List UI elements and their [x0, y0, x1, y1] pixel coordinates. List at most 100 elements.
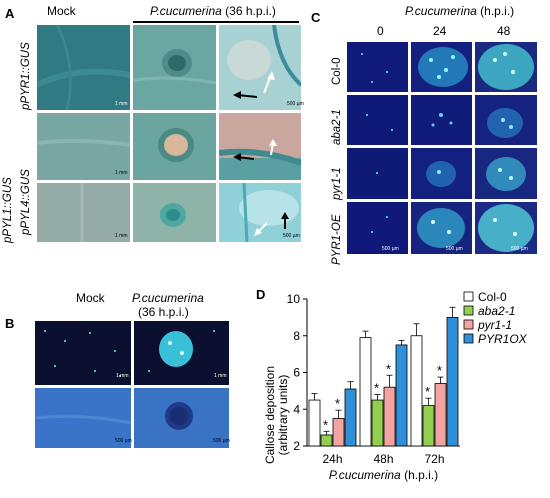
significance-star: *	[335, 396, 340, 411]
pathogen-name: P.cucumerina	[405, 4, 477, 18]
panel-b-pathogen-header: P.cucumerina	[132, 291, 204, 305]
scale-1mm: 1 mm	[116, 373, 129, 379]
bar	[446, 316, 459, 447]
gus-pyr1-mock-image	[37, 25, 130, 110]
row-label-col0: Col-0	[331, 57, 343, 85]
x-axis-label: P.cucumerina (h.p.i.)	[329, 468, 438, 482]
row-label-pyr1: pPYR1::GUS	[20, 42, 32, 110]
callose-pyr1oe-48h-image	[475, 202, 537, 254]
y-tick-label: 4	[293, 402, 300, 416]
title-suffix: (h.p.i.)	[480, 4, 515, 18]
legend-label: Col-0	[478, 290, 507, 304]
gus-pyr1-infected-image	[133, 25, 216, 110]
callose-aba2-0h-image	[347, 95, 408, 145]
significance-star: *	[425, 384, 430, 399]
callose-infected-image	[134, 321, 229, 385]
scale-1mm: 1 mm	[115, 101, 128, 107]
scale-500um: 500 µm	[213, 438, 230, 444]
callose-bar-chart: Callose deposition(arbitrary units) 2 4 6 8…	[263, 290, 528, 482]
scale-500um: 500 µm	[283, 233, 300, 239]
callose-pyr1-0h-image	[347, 148, 408, 199]
gus-pyl4-infected-image	[133, 183, 216, 242]
aniline-mock-image	[35, 388, 131, 448]
scale-1mm: 1 mm	[115, 233, 128, 239]
callose-col0-24h-image	[411, 42, 472, 92]
legend-label: PYR1OX	[478, 332, 528, 346]
pathogen-name: P.cucumerina	[150, 4, 222, 18]
panel-b-mock-header: Mock	[76, 291, 105, 305]
bar	[410, 335, 423, 447]
callose-pyr1-24h-image	[411, 148, 472, 199]
panel-a-label: A	[5, 6, 15, 21]
callose-col0-48h-image	[475, 42, 537, 92]
bar	[320, 434, 333, 447]
gus-pyr1-zoom-image	[219, 25, 301, 110]
y-axis-label: Callose deposition(arbitrary units)	[263, 366, 290, 464]
timepoint-24: 24	[433, 24, 447, 38]
bar	[422, 405, 435, 447]
panel-b-pathogen-time: (36 h.p.i.)	[138, 305, 189, 319]
significance-star: *	[374, 381, 379, 396]
row-label-pyl4: pPYL4::GUS	[20, 169, 32, 235]
bar	[434, 383, 447, 447]
timepoint-48: 48	[497, 24, 511, 38]
x-tick-label: 48h	[373, 452, 393, 466]
significance-star: *	[386, 361, 391, 376]
timepoint-0: 0	[377, 24, 384, 38]
row-label-aba2: aba2-1	[331, 109, 343, 145]
callose-col0-0h-image	[347, 42, 408, 92]
gus-pyl4-mock-image	[37, 183, 130, 242]
scale-500um: 500 µm	[511, 246, 528, 252]
callose-aba2-48h-image	[475, 95, 537, 145]
callose-pyr1-48h-image	[475, 148, 537, 199]
scale-1mm: 1 mm	[115, 170, 128, 176]
bar	[332, 418, 345, 447]
bar	[383, 386, 396, 447]
row-label-pyr1: pyr1-1	[331, 167, 343, 200]
panel-c-title: P.cucumerina (h.p.i.)	[405, 4, 514, 18]
pathogen-time: (36 h.p.i.)	[225, 4, 276, 18]
callose-pyr1oe-0h-image	[347, 202, 408, 254]
significance-star: *	[437, 363, 442, 378]
pathogen-name: P.cucumerina	[132, 291, 204, 305]
callose-aba2-24h-image	[411, 95, 472, 145]
legend-label: aba2-1	[478, 304, 515, 318]
scale-500um: 500 µm	[115, 438, 132, 444]
gus-pyl1-mock-image	[37, 113, 130, 180]
scale-1mm: 1 mm	[214, 373, 227, 379]
gus-pyl4-zoom-image	[219, 183, 301, 242]
aniline-infected-image	[134, 388, 229, 448]
row-label-pyl1: pPYL1::GUS	[2, 177, 14, 243]
legend-swatch	[463, 333, 474, 344]
y-tick-label: 8	[293, 329, 300, 343]
panel-b-label: B	[5, 316, 15, 331]
callose-mock-image	[35, 321, 131, 385]
scale-500um: 500 µm	[287, 101, 304, 107]
bar	[308, 399, 321, 447]
gus-pyl1-infected-image	[133, 113, 216, 180]
row-label-pyr1oe: PYR1-OE	[331, 214, 343, 266]
callose-pyr1oe-24h-image	[411, 202, 472, 254]
panel-d-label: D	[256, 287, 266, 302]
x-tick-label: 72h	[424, 452, 444, 466]
scale-500um: 500 µm	[446, 246, 463, 252]
x-tick-label: 24h	[322, 452, 342, 466]
legend-swatch	[463, 319, 474, 330]
panel-a-pathogen-header: P.cucumerina (36 h.p.i.)	[150, 4, 276, 18]
bar	[371, 399, 384, 447]
scale-500um: 500 µm	[382, 246, 399, 252]
bar	[344, 388, 357, 447]
legend-label: pyr1-1	[477, 318, 512, 332]
panel-a-mock-header: Mock	[47, 4, 76, 18]
legend-swatch	[463, 291, 474, 302]
panel-c-label: C	[311, 10, 321, 25]
significance-star: *	[323, 417, 328, 432]
gus-pyl1-zoom-image	[219, 113, 301, 180]
bar	[395, 344, 408, 447]
y-tick-label: 2	[293, 439, 300, 453]
y-tick-label: 6	[293, 366, 300, 380]
bar	[359, 337, 372, 447]
y-tick-label: 10	[287, 292, 301, 306]
panel-a-header-line	[133, 21, 299, 23]
